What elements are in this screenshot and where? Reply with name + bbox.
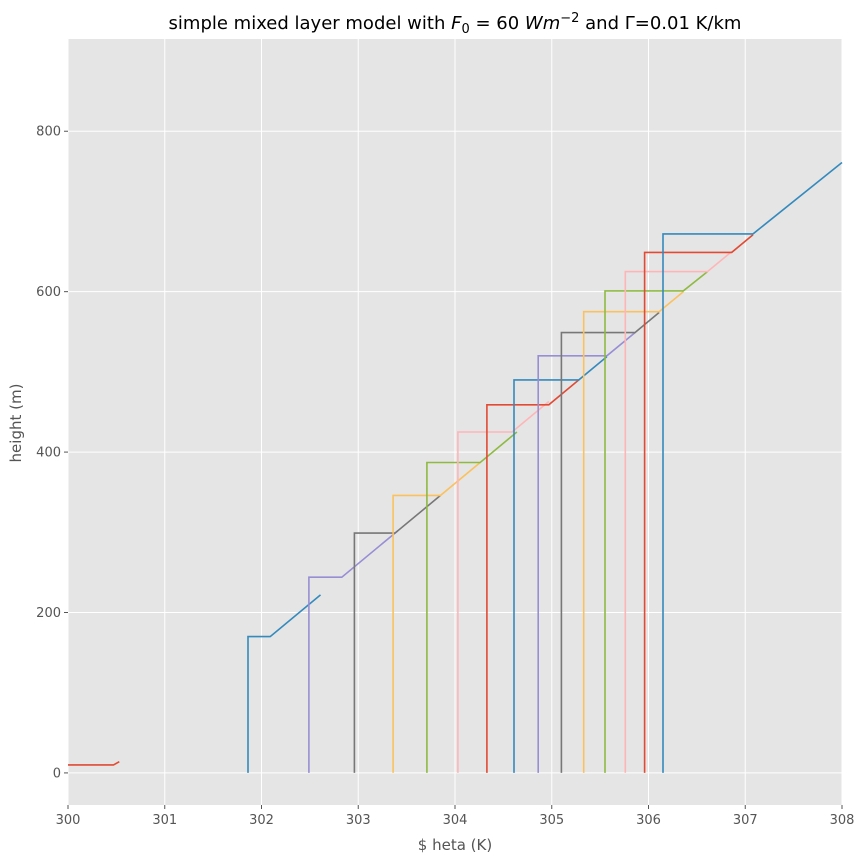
series-group: [68, 161, 843, 773]
x-tick-label: 305: [539, 813, 564, 828]
series-line-11: [560, 311, 660, 773]
chart-title: simple mixed layer model with F0 = 60 Wm…: [169, 11, 742, 37]
x-tick-label: 306: [636, 813, 661, 828]
y-axis-label: height (m): [7, 384, 25, 463]
title-suffix: and Γ=0.01 K/km: [579, 13, 741, 34]
y-tick-label: 0: [53, 766, 61, 781]
y-tick-label: 400: [36, 446, 61, 461]
series-line-1: [68, 760, 120, 766]
series-line-5: [392, 461, 481, 773]
title-variable: F: [451, 13, 462, 34]
series-line-9: [513, 355, 608, 773]
y-tick-label: 200: [36, 606, 61, 621]
series-line-6: [426, 431, 518, 773]
x-tick-label: 302: [249, 813, 274, 828]
series-line-16: [662, 161, 843, 773]
series-line-14: [624, 250, 733, 773]
title-prefix: simple mixed layer model with: [169, 13, 452, 34]
series-line-3: [308, 530, 399, 773]
title-subscript: 0: [461, 22, 469, 37]
series-line-8: [486, 379, 580, 773]
series-line-7: [457, 400, 550, 773]
x-tick-label: 301: [152, 813, 177, 828]
y-tick-label: 800: [36, 125, 61, 140]
title-superscript: −2: [560, 11, 579, 26]
x-axis: 300 301 302 303 304 305 306 307 308: [56, 805, 855, 828]
x-axis-label: $ heta (K): [418, 836, 492, 854]
series-line-12: [582, 291, 684, 773]
series-line-2: [247, 594, 322, 773]
series-line-4: [353, 494, 442, 773]
x-tick-label: 304: [443, 813, 468, 828]
y-axis: 0 200 400 600 800: [36, 125, 68, 781]
series-line-15: [643, 234, 754, 773]
y-tick-label: 600: [36, 285, 61, 300]
x-tick-label: 300: [56, 813, 81, 828]
series-line-10: [537, 331, 636, 773]
x-tick-label: 303: [346, 813, 371, 828]
x-tick-label: 308: [830, 813, 855, 828]
x-tick-label: 307: [733, 813, 758, 828]
title-equals: = 60: [470, 13, 525, 34]
title-unit: Wm: [525, 13, 560, 34]
grid: [67, 39, 843, 805]
